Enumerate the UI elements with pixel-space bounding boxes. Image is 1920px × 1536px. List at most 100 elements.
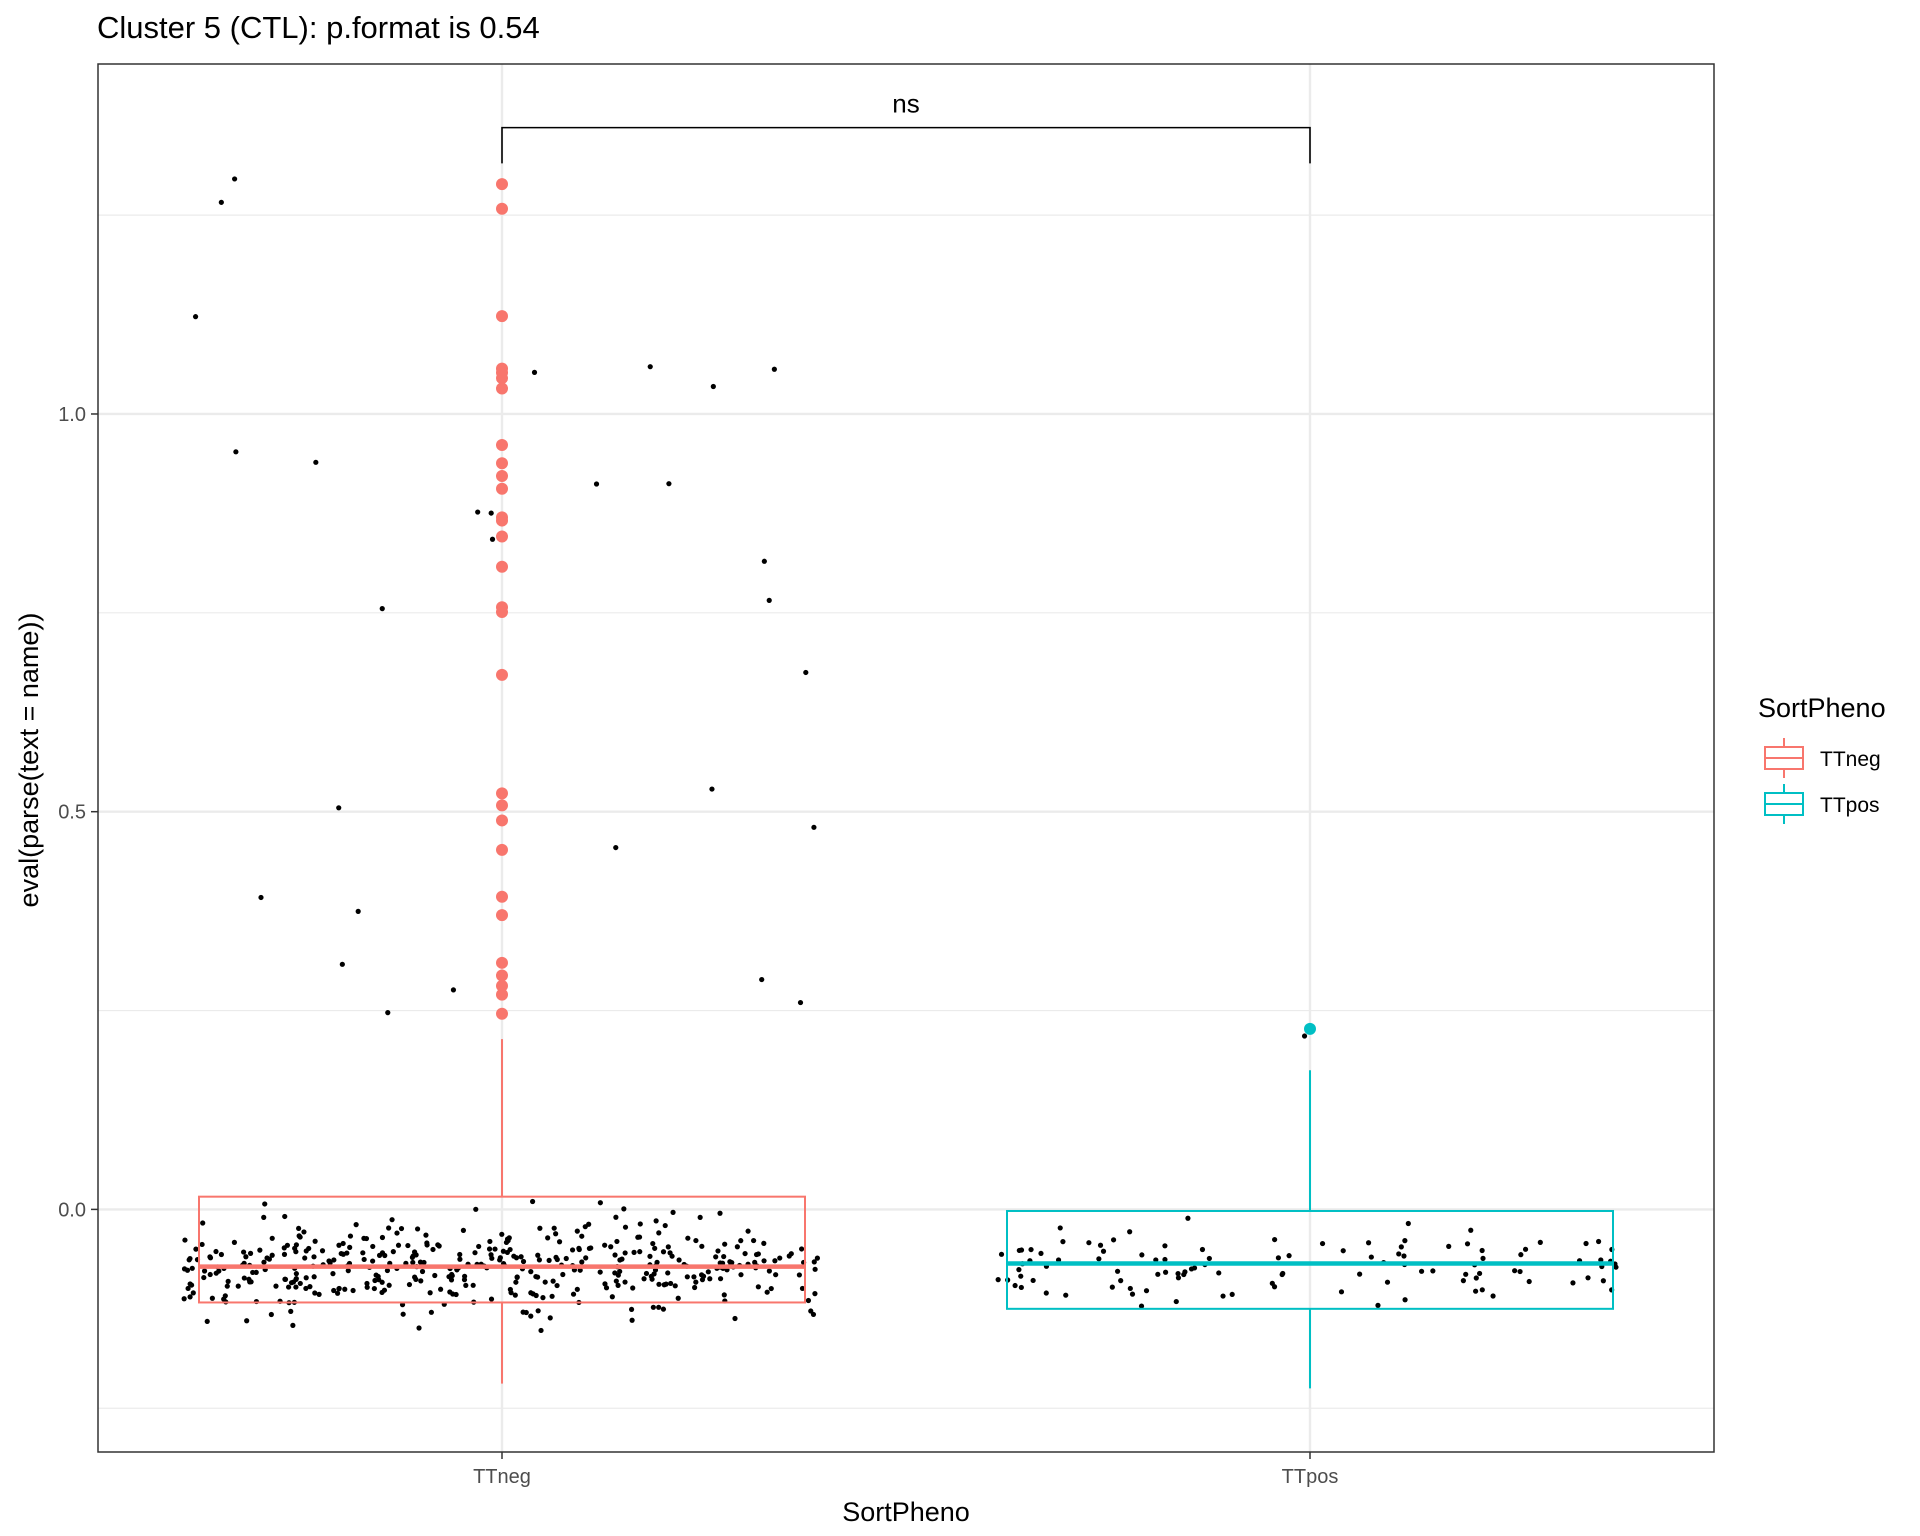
jitter-point <box>675 1295 681 1301</box>
jitter-point <box>231 1239 238 1245</box>
jitter-point <box>488 1296 495 1302</box>
bracket-label: ns <box>892 89 919 119</box>
jitter-point <box>463 1282 469 1289</box>
jitter-point <box>457 1256 463 1262</box>
jitter-point <box>614 1238 620 1245</box>
jitter-point <box>347 1233 354 1239</box>
outlier-point <box>496 1007 508 1020</box>
jitter-point <box>1402 1238 1408 1244</box>
jitter-point <box>311 1254 317 1260</box>
outlier-point <box>496 606 508 619</box>
jitter-point <box>1220 1293 1226 1299</box>
jitter-point <box>281 1245 287 1251</box>
jitter-point <box>1384 1279 1391 1285</box>
jitter-point <box>528 1313 534 1319</box>
outlier-point <box>496 439 508 452</box>
jitter-point <box>1114 1268 1121 1274</box>
jitter-point <box>597 1269 603 1275</box>
jitter-point <box>1096 1256 1102 1262</box>
jitter-point <box>810 1311 817 1318</box>
jitter-point <box>629 1317 635 1323</box>
jitter-point <box>475 509 481 515</box>
jitter-point <box>233 449 239 455</box>
jitter-point <box>336 1242 342 1248</box>
jitter-point <box>248 1279 254 1285</box>
jitter-point <box>293 1271 299 1277</box>
jitter-point <box>536 1257 542 1263</box>
jitter-point <box>312 1290 318 1296</box>
jitter-point <box>1398 1244 1404 1250</box>
jitter-point <box>405 1242 411 1249</box>
jitter-point <box>412 1274 418 1280</box>
jitter-point <box>755 1284 761 1290</box>
jitter-point <box>738 1238 744 1244</box>
jitter-point <box>486 1246 493 1252</box>
jitter-point <box>574 1228 580 1234</box>
jitter-point <box>423 1232 429 1238</box>
jitter-point <box>745 1228 751 1234</box>
jitter-point <box>554 1282 560 1289</box>
jitter-point <box>705 1269 711 1275</box>
jitter-point <box>1301 1033 1308 1039</box>
y-tick-label: 0.0 <box>58 1199 86 1221</box>
jitter-point <box>476 1243 482 1250</box>
jitter-point <box>647 1253 653 1259</box>
jitter-point <box>288 1308 294 1314</box>
outlier-point <box>496 668 508 681</box>
jitter-point <box>545 1235 551 1241</box>
jitter-point <box>282 1213 288 1220</box>
jitter-point <box>512 1292 518 1298</box>
jitter-point <box>691 1274 697 1280</box>
jitter-point <box>261 1214 267 1220</box>
jitter-point <box>489 536 496 542</box>
jitter-point <box>1129 1291 1136 1297</box>
jitter-point <box>1181 1271 1187 1278</box>
jitter-point <box>330 1271 336 1277</box>
jitter-point <box>535 1308 541 1314</box>
y-tick-label: 1.0 <box>58 404 86 426</box>
grid-major <box>98 64 1714 1452</box>
jitter-point <box>184 1267 191 1273</box>
outlier-point <box>1304 1022 1316 1035</box>
jitter-point <box>799 1246 805 1252</box>
jitter-point <box>303 1285 309 1292</box>
jitter-point <box>613 1278 619 1284</box>
jitter-point <box>1153 1257 1159 1263</box>
jitter-point <box>1570 1280 1576 1286</box>
outlier-point <box>496 178 508 191</box>
jitter-point <box>613 1214 619 1220</box>
jitter-point <box>424 1242 430 1248</box>
jitter-point <box>1229 1291 1235 1298</box>
jitter-point <box>269 1252 275 1258</box>
jitter-point <box>1340 1248 1346 1254</box>
jitter-point <box>1127 1285 1133 1292</box>
jitter-point <box>538 1327 544 1334</box>
jitter-point <box>630 1285 636 1291</box>
jitter-point <box>668 1280 674 1287</box>
jitter-point <box>497 1255 503 1261</box>
jitter-point <box>533 1292 539 1299</box>
jitter-point <box>672 1283 678 1289</box>
jitter-point <box>1402 1297 1408 1303</box>
jitter-point <box>193 1246 199 1252</box>
y-tick-label: 0.5 <box>58 802 86 824</box>
jitter-point <box>414 1226 421 1232</box>
jitter-point <box>448 1277 455 1283</box>
jitter-point <box>307 1284 313 1290</box>
jitter-point <box>286 1284 292 1290</box>
jitter-point <box>613 844 619 851</box>
jitter-point <box>1446 1243 1452 1249</box>
jitter-point <box>773 1272 779 1278</box>
jitter-point <box>1537 1239 1543 1245</box>
legend-item-TTpos: TTpos <box>1764 784 1880 824</box>
jitter-point <box>1162 1256 1168 1263</box>
jitter-point <box>684 1274 690 1280</box>
jitter-point <box>531 369 538 375</box>
jitter-point <box>786 1253 792 1259</box>
jitter-point <box>363 1235 370 1242</box>
outlier-point <box>496 372 508 385</box>
jitter-point <box>461 1277 468 1283</box>
jitter-point <box>449 1271 455 1278</box>
jitter-point <box>814 1255 820 1261</box>
jitter-point <box>241 1249 247 1255</box>
